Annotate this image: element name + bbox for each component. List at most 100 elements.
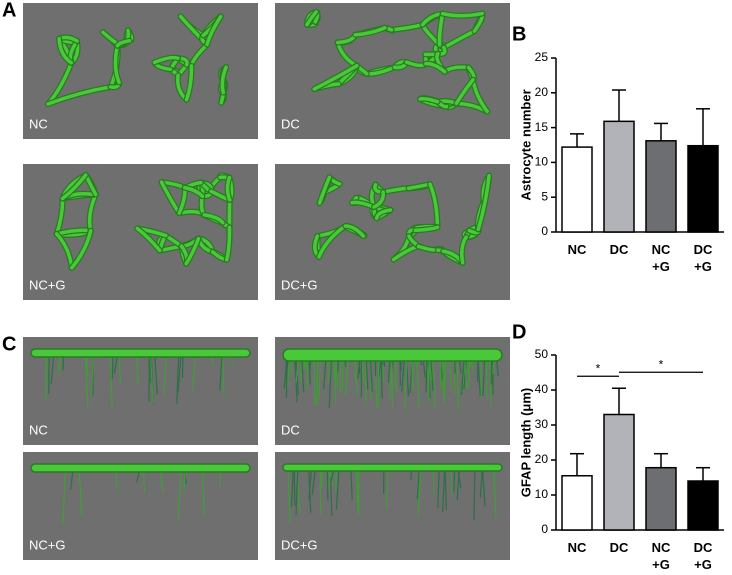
astrocyte-process (317, 175, 332, 205)
panel-letter: B (512, 23, 526, 45)
y-tick-label: 40 (535, 382, 549, 396)
hanging-process (473, 469, 476, 521)
y-tick-label: 30 (535, 417, 549, 431)
astrocyte-process (184, 236, 201, 266)
hanging-process (293, 469, 296, 506)
hanging-process (318, 354, 321, 399)
astrocyte-layer (30, 348, 251, 358)
y-tick-label: 20 (535, 452, 549, 466)
y-tick-label: 10 (535, 487, 549, 501)
hanging-process (111, 354, 114, 380)
x-tick-label: DC +G (694, 242, 713, 274)
image-label: NC (29, 116, 48, 131)
hanging-process (113, 354, 118, 374)
astrocyte-process (182, 185, 205, 198)
hanging-process (222, 354, 225, 396)
astrocyte-process (372, 190, 385, 209)
bar (561, 475, 593, 531)
significance-label: * (659, 357, 664, 371)
hanging-process (488, 354, 492, 406)
astrocyte-process (317, 224, 348, 259)
astrocyte-process (343, 224, 366, 238)
x-tick-label: NC +G (652, 242, 671, 274)
hanging-process (441, 469, 446, 513)
hanging-process (311, 469, 316, 495)
hanging-process (432, 469, 436, 495)
hanging-process (416, 354, 420, 408)
image-label: DC+G (281, 537, 317, 552)
hanging-process (444, 469, 447, 511)
hanging-process (176, 354, 180, 404)
astrocyte-process (220, 65, 228, 95)
astrocyte-process (424, 61, 447, 74)
x-tick-label: DC (610, 242, 629, 257)
bar (603, 413, 635, 531)
hanging-process (308, 469, 313, 500)
hanging-process (437, 469, 440, 509)
x-tick-label: NC +G (652, 540, 671, 572)
y-tick-label: 0 (541, 224, 548, 238)
astrocyte-process (46, 85, 113, 106)
hanging-process (456, 354, 459, 410)
panel-letter: C (2, 333, 16, 355)
image-label: DC (281, 116, 300, 131)
hanging-process (335, 469, 340, 510)
hanging-process (78, 469, 83, 518)
hanging-process (380, 354, 383, 399)
astrocyte-process (418, 96, 440, 104)
y-tick-label: 5 (541, 189, 548, 203)
y-axis-label: Astrocyte number (518, 89, 533, 200)
hanging-process (62, 469, 66, 524)
astrocyte-process (440, 11, 484, 18)
astrocyte-process (416, 244, 436, 252)
hanging-process (453, 469, 456, 493)
image-label: DC (281, 422, 300, 437)
hanging-process (403, 354, 408, 410)
hanging-process (118, 354, 122, 384)
hanging-process (386, 469, 389, 510)
hanging-process (316, 354, 319, 406)
astrocyte-process (476, 174, 491, 232)
astrocyte-process (428, 182, 440, 229)
astrocyte-process (135, 226, 162, 253)
hanging-process (493, 469, 497, 519)
hanging-process (110, 354, 113, 409)
hanging-process (416, 469, 420, 500)
hanging-process (177, 469, 182, 522)
y-tick-label: 15 (535, 120, 549, 134)
astrocyte-process (225, 175, 232, 202)
astrocyte-process (152, 55, 180, 65)
x-tick-label: NC (568, 540, 587, 555)
bar (687, 480, 719, 531)
hanging-process (202, 469, 205, 516)
astrocyte-process (70, 228, 93, 270)
x-tick-label: DC (610, 540, 629, 555)
hanging-process (291, 469, 294, 507)
bar (561, 146, 593, 233)
hanging-process (479, 354, 483, 398)
hanging-process (287, 469, 291, 524)
hanging-process (329, 469, 333, 517)
hanging-process (364, 354, 367, 406)
hanging-process (330, 469, 335, 481)
hanging-process (320, 469, 324, 490)
hanging-process (163, 354, 168, 395)
y-tick-label: 20 (535, 85, 549, 99)
hanging-process (84, 354, 89, 409)
hanging-process (417, 469, 422, 508)
bar (645, 140, 677, 233)
image-label: DC+G (281, 277, 317, 292)
hanging-process (50, 354, 55, 384)
hanging-process (313, 354, 316, 407)
astrocyte-layer (30, 463, 251, 473)
astrocyte-process (113, 44, 121, 85)
astrocyte-layer (282, 348, 503, 362)
hanging-process (149, 354, 154, 404)
bar (603, 120, 635, 233)
astrocyte-process (224, 225, 232, 262)
hanging-process (456, 469, 460, 501)
y-tick-label: 50 (535, 347, 549, 361)
astrocyte-process (57, 36, 74, 65)
astrocyte-layer (282, 463, 503, 472)
panel-letter: D (512, 321, 526, 343)
